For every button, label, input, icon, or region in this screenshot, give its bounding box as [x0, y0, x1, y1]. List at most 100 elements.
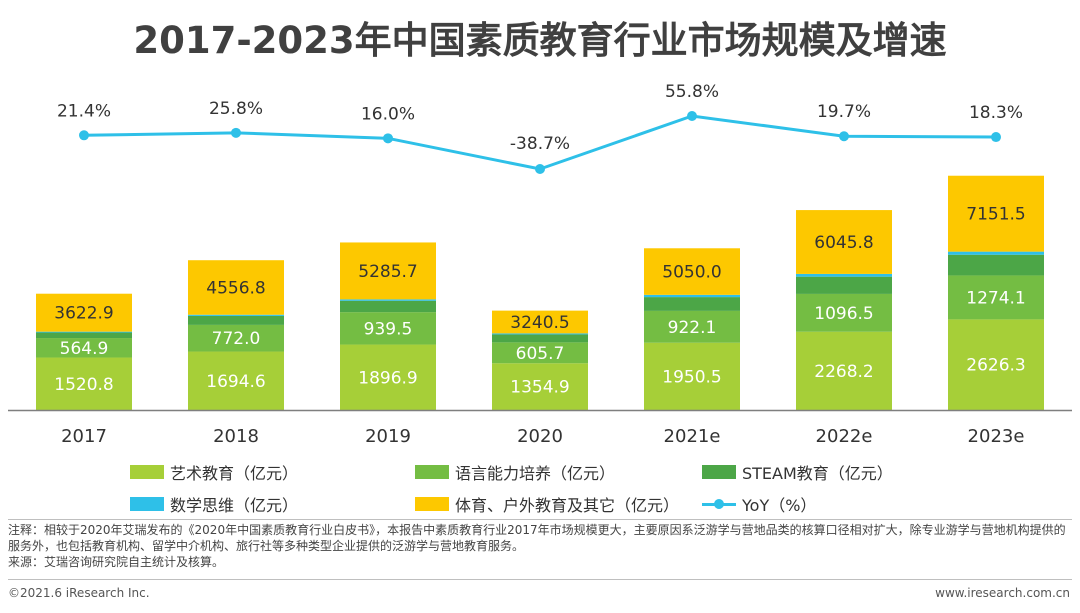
- bar-segment: [340, 300, 436, 313]
- bar-segment: [948, 319, 1044, 410]
- bar-data-label: 2268.2: [814, 362, 873, 382]
- legend-label-art: 艺术教育（亿元）: [170, 464, 299, 483]
- bar-segment: [492, 334, 588, 343]
- legend-item-math: 数学思维（亿元）: [130, 493, 298, 515]
- bar-data-label: 772.0: [212, 329, 261, 349]
- legend-item-yoy: YoY（%）: [702, 493, 816, 515]
- bar-segment: [644, 297, 740, 311]
- bar-data-label: 939.5: [364, 319, 413, 339]
- legend-item-lang: 语言能力培养（亿元）: [415, 461, 615, 483]
- legend-swatch-math: [130, 497, 164, 511]
- bar-data-label: 5285.7: [358, 262, 417, 282]
- bar-segment: [492, 333, 588, 335]
- yoy-point: [79, 130, 89, 141]
- bar-segment: [188, 315, 284, 325]
- bar-segment: [796, 293, 892, 332]
- bar-segment: [948, 275, 1044, 320]
- chart-title: 2017-2023年中国素质教育行业市场规模及增速: [133, 19, 947, 62]
- bar-data-label: 3622.9: [54, 304, 113, 324]
- bar-data-label: 1354.9: [510, 378, 569, 398]
- bar-segment: [796, 273, 892, 277]
- legend-item-art: 艺术教育（亿元）: [130, 461, 298, 483]
- note-divider-top: [8, 519, 1072, 520]
- legend-swatch-steam: [702, 465, 736, 479]
- chart-svg: 1520.8 564.9 3622.9 2017 1694.6 772.0 4556.8 20…: [8, 82, 1072, 447]
- yoy-point: [687, 111, 697, 121]
- bar-data-label: 1950.5: [662, 367, 721, 387]
- note-block: 注释：相较于2020年艾瑞发布的《2020年中国素质教育行业白皮书》，本报告中素…: [8, 522, 1072, 570]
- bar-segment: [948, 254, 1044, 276]
- source-text: 来源：艾瑞咨询研究院自主统计及核算。: [8, 555, 225, 569]
- bar-data-label: 922.1: [668, 318, 717, 338]
- yoy-data-label: 18.3%: [969, 103, 1023, 123]
- bar-segment: [36, 331, 132, 333]
- note-text: 注释：相较于2020年艾瑞发布的《2020年中国素质教育行业白皮书》，本报告中素…: [8, 523, 1066, 553]
- bar-segment: [188, 260, 284, 315]
- bar-segment: [188, 314, 284, 316]
- bar-data-label: 564.9: [60, 339, 109, 359]
- legend-label-yoy: YoY（%）: [742, 496, 817, 515]
- bar-segment: [36, 357, 132, 410]
- legend-label-lang: 语言能力培养（亿元）: [455, 464, 616, 483]
- yoy-data-label: 16.0%: [361, 104, 415, 124]
- bar-data-label: 3240.5: [510, 313, 569, 333]
- bar-data-label: 4556.8: [206, 278, 265, 298]
- yoy-data-label: 55.8%: [665, 82, 719, 102]
- footer-url: www.iresearch.com.cn: [935, 586, 1070, 600]
- bar-segment: [644, 248, 740, 295]
- bar-segment: [340, 299, 436, 301]
- x-tick-label: 2018: [213, 426, 259, 447]
- bar-data-label: 605.7: [516, 344, 565, 364]
- x-tick-label: 2023e: [968, 426, 1025, 447]
- legend-item-steam: STEAM教育（亿元）: [702, 461, 893, 483]
- footer-divider: [8, 579, 1072, 580]
- bar-segment: [796, 276, 892, 294]
- legend-line-icon-yoy: [702, 497, 736, 511]
- x-tick-label: 2020: [517, 426, 563, 447]
- bar-segment: [340, 312, 436, 345]
- bar-segment: [188, 351, 284, 410]
- bar-segment: [188, 324, 284, 352]
- yoy-point: [991, 132, 1001, 143]
- bar-data-label: 1694.6: [206, 372, 265, 392]
- yoy-point: [839, 131, 849, 142]
- bar-data-label: 7151.5: [966, 205, 1025, 225]
- footer-copyright: ©2021.6 iResearch Inc.: [8, 586, 150, 600]
- bar-segment: [492, 342, 588, 364]
- bar-data-label: 1274.1: [966, 288, 1025, 308]
- bar-data-label: 5050.0: [662, 263, 721, 283]
- x-tick-label: 2022e: [816, 426, 873, 447]
- bar-segment: [36, 332, 132, 339]
- legend: 艺术教育（亿元） 语言能力培养（亿元） STEAM教育（亿元） 数学思维（亿元）…: [130, 461, 1030, 521]
- yoy-point: [383, 133, 393, 144]
- bar-data-label: 2626.3: [966, 356, 1025, 376]
- bar-segment: [948, 175, 1044, 252]
- yoy-point: [535, 164, 545, 174]
- legend-label-steam: STEAM教育（亿元）: [742, 464, 893, 483]
- bar-segment: [644, 294, 740, 298]
- x-tick-label: 2021e: [664, 426, 721, 447]
- bar-segment: [340, 344, 436, 410]
- bar-data-label: 1896.9: [358, 368, 417, 388]
- bar-segment: [36, 338, 132, 358]
- yoy-data-label: 25.8%: [209, 99, 263, 119]
- bar-segment: [492, 363, 588, 410]
- bar-segment: [644, 310, 740, 343]
- bar-segment: [644, 342, 740, 410]
- yoy-data-label: -38.7%: [510, 134, 570, 154]
- bar-data-label: 1096.5: [814, 304, 873, 324]
- yoy-data-label: 19.7%: [817, 102, 871, 122]
- bar-segment: [36, 293, 132, 332]
- bar-data-label: 1520.8: [54, 375, 113, 395]
- yoy-data-label: 21.4%: [57, 101, 111, 121]
- legend-swatch-art: [130, 465, 164, 479]
- legend-item-sport: 体育、户外教育及其它（亿元）: [415, 493, 679, 515]
- bar-segment: [948, 251, 1044, 255]
- bar-segment: [492, 310, 588, 334]
- legend-label-sport: 体育、户外教育及其它（亿元）: [455, 496, 680, 515]
- x-tick-label: 2019: [365, 426, 411, 447]
- legend-swatch-lang: [415, 465, 449, 479]
- bar-segment: [340, 242, 436, 300]
- legend-label-math: 数学思维（亿元）: [170, 496, 299, 515]
- x-tick-label: 2017: [61, 426, 107, 447]
